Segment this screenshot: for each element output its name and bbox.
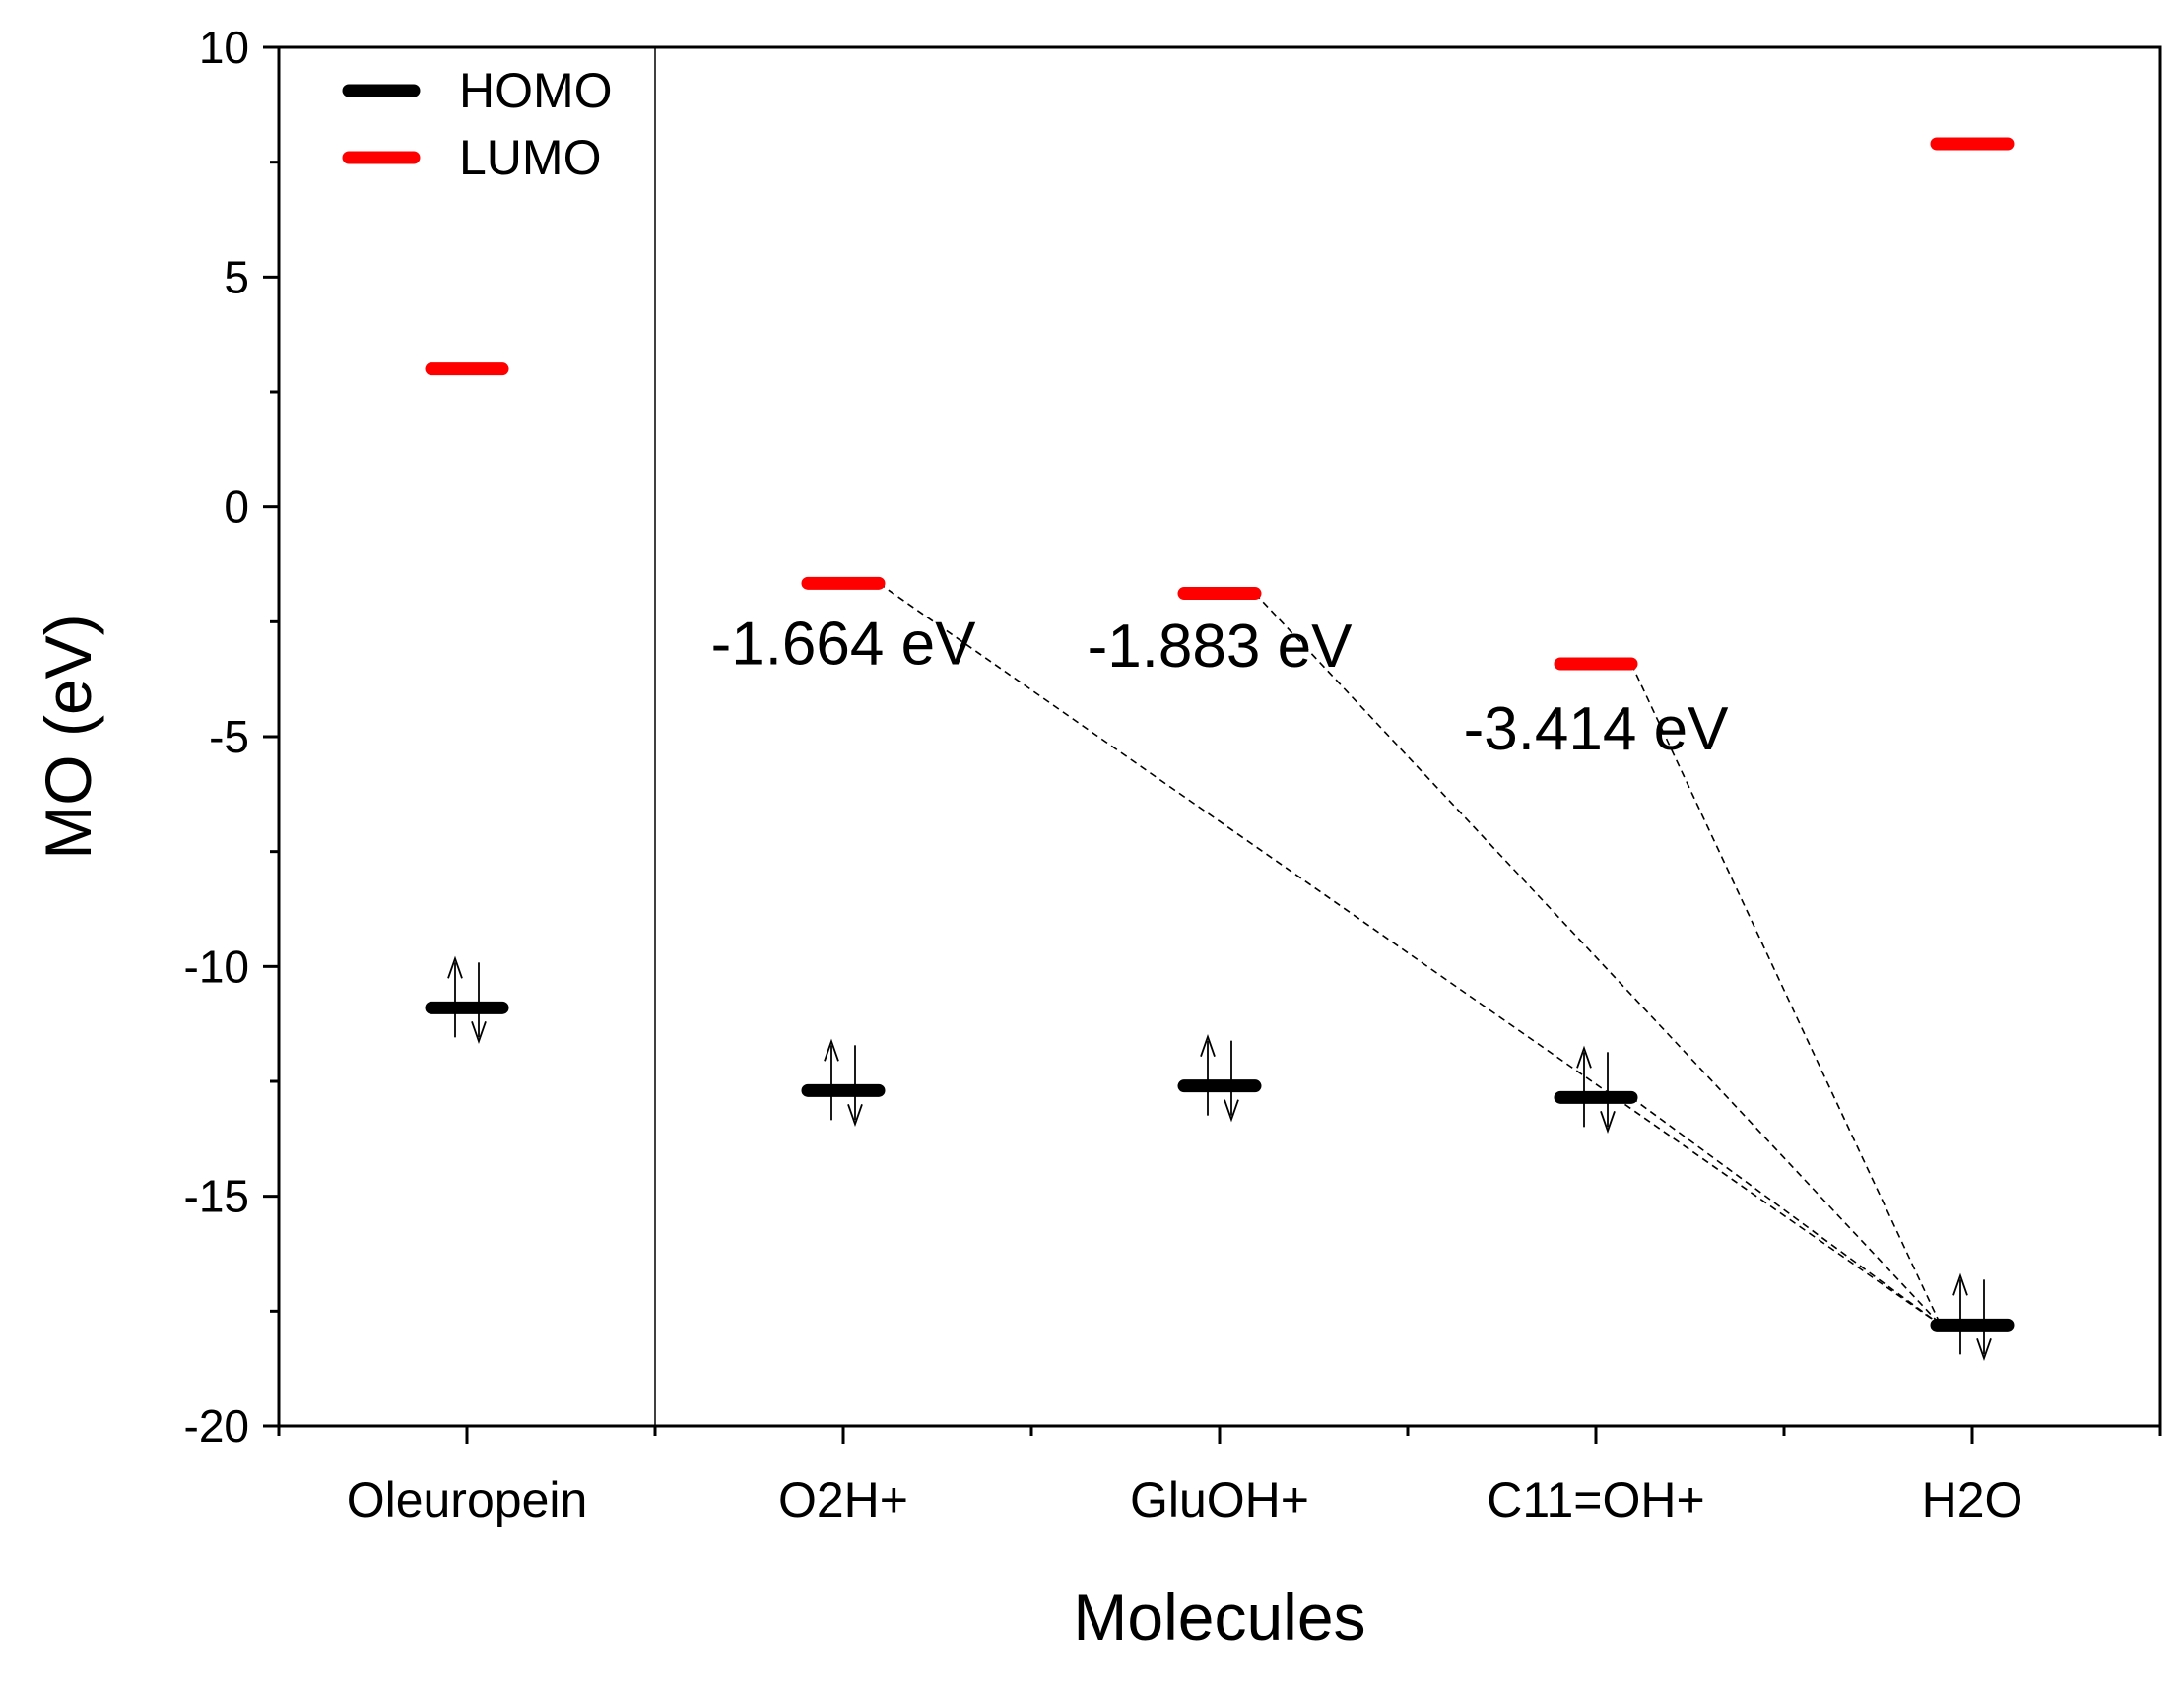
plot-frame — [277, 45, 2162, 1428]
homo-connection-line — [1630, 1096, 1942, 1326]
spin-up-arrowhead — [1200, 1033, 1216, 1057]
y-tick-label: -5 — [209, 711, 249, 762]
spin-down-arrowhead — [1976, 1338, 1992, 1362]
lumo-connection-line — [1254, 592, 1942, 1326]
spin-up-arrowhead — [1576, 1045, 1592, 1069]
x-tick-label: H2O — [1922, 1472, 2023, 1527]
spin-up-arrowhead — [1952, 1272, 1968, 1296]
energy-levels — [425, 137, 2015, 1362]
x-tick-label: GluOH+ — [1130, 1472, 1309, 1527]
x-axis-title: Molecules — [1073, 1581, 1365, 1654]
spin-down-arrowhead — [1224, 1099, 1239, 1123]
gap-annotation: -1.664 eV — [711, 611, 977, 679]
x-tick-label: O2H+ — [778, 1472, 908, 1527]
y-tick-label: -15 — [184, 1171, 249, 1222]
legend: HOMO LUMO — [342, 63, 613, 185]
plot-frame-rect — [277, 45, 2162, 1428]
y-tick-label: -10 — [184, 941, 249, 992]
x-tick-label: Oleuropein — [347, 1472, 588, 1527]
axis-ticks: 10 5 0 -5 -10 -15 -20 — [184, 22, 2162, 1452]
homo-legend-label: HOMO — [459, 63, 613, 118]
spin-up-arrowhead — [447, 955, 463, 979]
y-tick-label: -20 — [184, 1400, 249, 1452]
gap-annotation: -3.414 eV — [1464, 695, 1730, 763]
y-tick-label: 5 — [224, 251, 249, 302]
spin-down-arrowhead — [471, 1021, 487, 1045]
spin-up-arrowhead — [824, 1038, 839, 1062]
lumo-connection-line — [878, 582, 1942, 1326]
y-tick-label: 0 — [224, 482, 249, 533]
lumo-connection-line — [1630, 663, 1942, 1326]
lumo-legend-label: LUMO — [459, 130, 601, 185]
y-axis-title: MO (eV) — [32, 614, 104, 859]
spin-down-arrowhead — [1600, 1111, 1616, 1135]
y-tick-label: 10 — [199, 22, 249, 73]
x-tick-label: C11=OH+ — [1487, 1472, 1704, 1527]
gap-annotation: -1.883 eV — [1088, 613, 1354, 681]
chart-labels: Oleuropein O2H+ GluOH+ C11=OH+ H2O Molecules M… — [32, 611, 2022, 1654]
spin-down-arrowhead — [847, 1104, 863, 1128]
connection-lines — [878, 582, 1942, 1326]
